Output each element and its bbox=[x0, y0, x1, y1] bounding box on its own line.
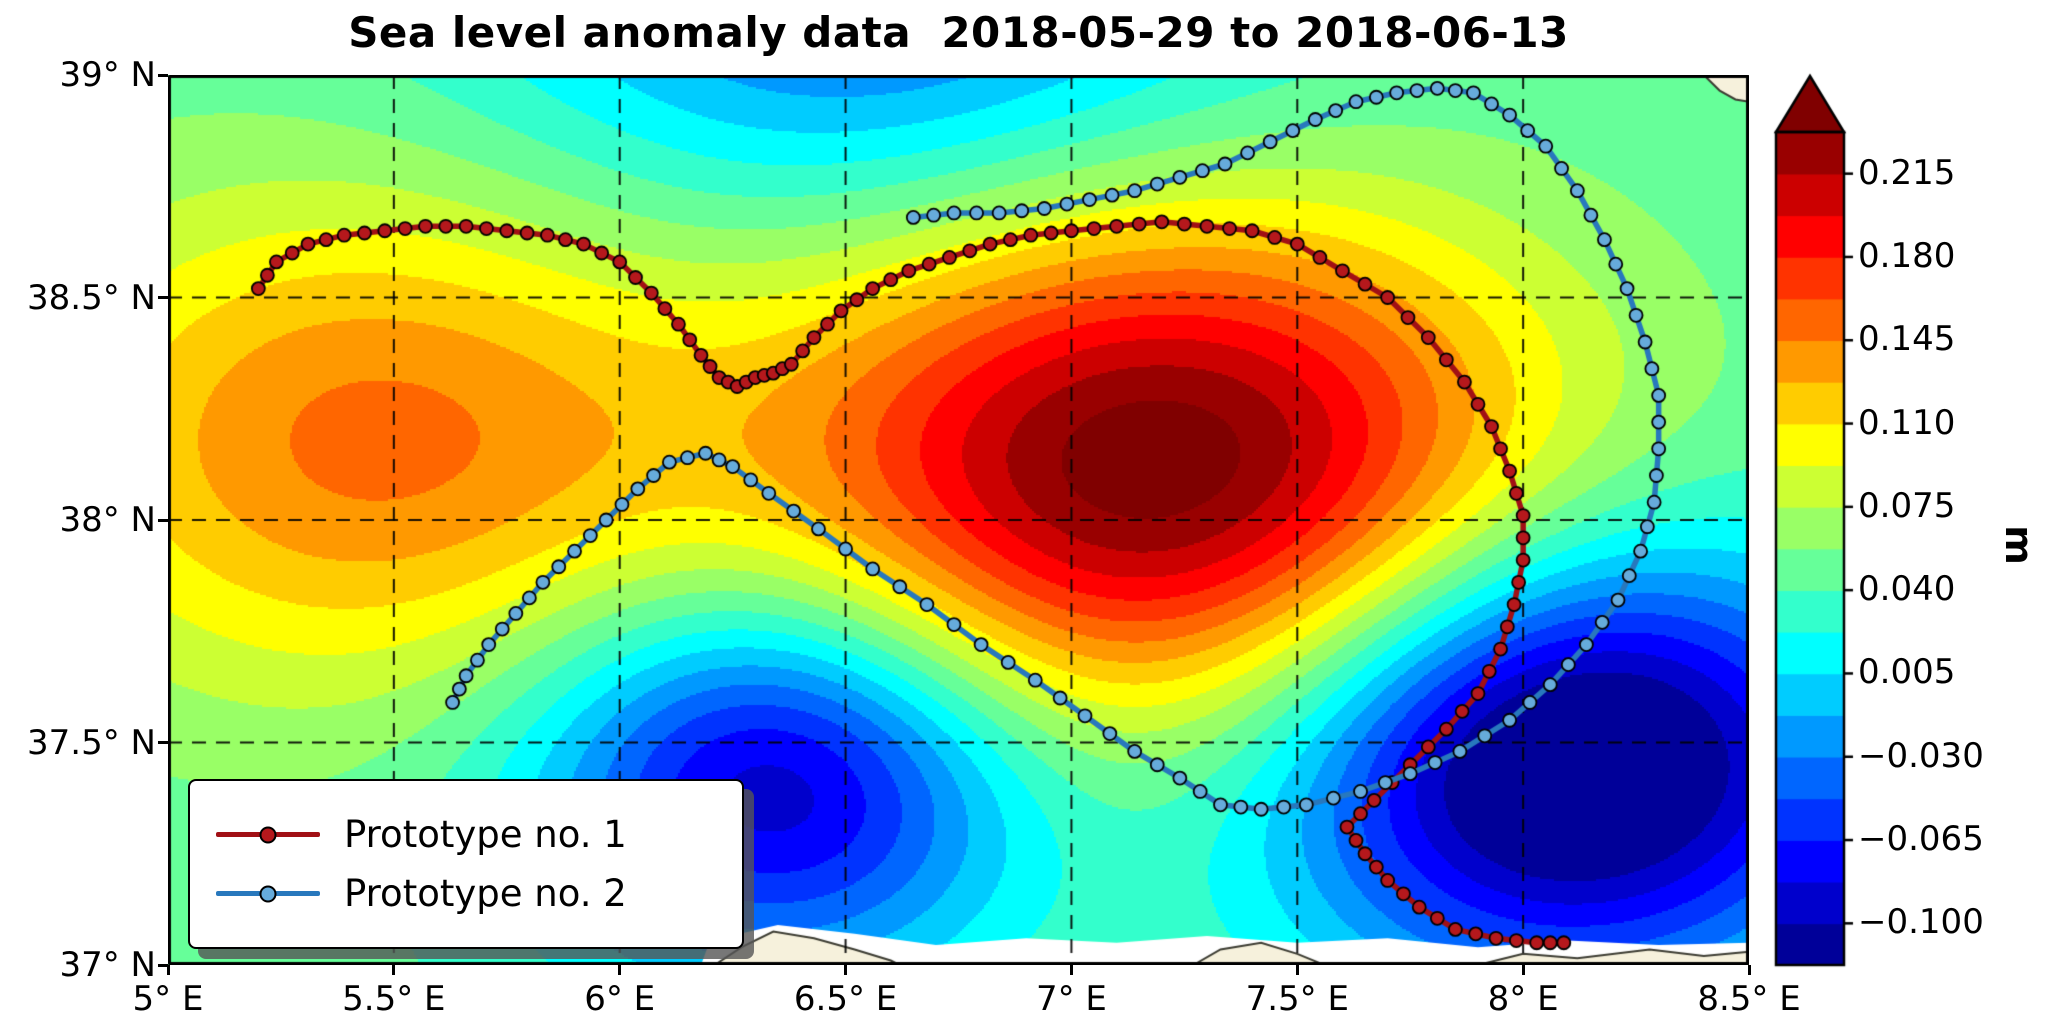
colorbar-tick-label: 0.215 bbox=[1858, 152, 1956, 193]
y-tick-label: 39° N bbox=[59, 55, 156, 95]
x-tick-mark bbox=[1747, 965, 1751, 975]
x-tick-mark bbox=[618, 965, 622, 975]
colorbar-tick-label: −0.030 bbox=[1858, 735, 1984, 776]
legend-item-prototype-2: Prototype no. 2 bbox=[216, 872, 716, 915]
colorbar-tick-label: 0.040 bbox=[1858, 569, 1956, 610]
x-tick-label: 6.5° E bbox=[793, 979, 898, 1019]
x-tick-label: 7° E bbox=[1035, 979, 1107, 1019]
x-tick-mark bbox=[1295, 965, 1299, 975]
y-tick-mark bbox=[158, 518, 168, 522]
y-tick-mark bbox=[158, 963, 168, 967]
colorbar-tick-label: 0.005 bbox=[1858, 652, 1956, 693]
colorbar-tick-label: −0.100 bbox=[1858, 902, 1984, 943]
legend-marker-prototype-1 bbox=[259, 826, 277, 843]
legend-line-sample-prototype-2 bbox=[216, 885, 320, 902]
x-tick-mark bbox=[1521, 965, 1525, 975]
y-tick-label: 38.5° N bbox=[27, 277, 156, 318]
x-tick-label: 8° E bbox=[1487, 979, 1559, 1019]
colorbar-tick-label: −0.065 bbox=[1858, 819, 1984, 860]
x-tick-label: 7.5° E bbox=[1245, 979, 1349, 1019]
legend-marker-prototype-2 bbox=[259, 885, 277, 902]
y-tick-label: 38° N bbox=[59, 500, 156, 540]
x-tick-mark bbox=[1069, 965, 1073, 975]
x-tick-mark bbox=[166, 965, 170, 975]
colorbar-tick-label: 0.180 bbox=[1858, 235, 1956, 276]
colorbar-tick-label: 0.110 bbox=[1858, 402, 1956, 443]
x-tick-mark bbox=[844, 965, 848, 975]
legend-label-prototype-2: Prototype no. 2 bbox=[344, 872, 627, 915]
x-tick-mark bbox=[392, 965, 396, 975]
y-tick-mark bbox=[158, 296, 168, 299]
chart-title: Sea level anomaly data 2018-05-29 to 201… bbox=[348, 8, 1569, 57]
colorbar-tick-label: 0.145 bbox=[1858, 319, 1956, 360]
x-tick-label: 6° E bbox=[584, 979, 656, 1019]
colorbar-unit-label: m bbox=[1997, 525, 2041, 565]
x-tick-label: 5.5° E bbox=[342, 979, 446, 1019]
y-tick-label: 37° N bbox=[59, 945, 156, 985]
y-tick-mark bbox=[158, 741, 168, 744]
legend-line-sample-prototype-1 bbox=[216, 826, 320, 843]
colorbar bbox=[1768, 70, 1868, 980]
colorbar-tick-label: 0.075 bbox=[1858, 485, 1956, 526]
y-tick-label: 37.5° N bbox=[27, 722, 156, 763]
x-tick-label: 8.5° E bbox=[1697, 979, 1801, 1019]
legend: Prototype no. 1 Prototype no. 2 bbox=[188, 779, 744, 949]
x-tick-label: 5° E bbox=[132, 979, 204, 1019]
legend-label-prototype-1: Prototype no. 1 bbox=[344, 813, 627, 856]
y-tick-mark bbox=[158, 73, 168, 77]
legend-item-prototype-1: Prototype no. 1 bbox=[216, 813, 716, 856]
